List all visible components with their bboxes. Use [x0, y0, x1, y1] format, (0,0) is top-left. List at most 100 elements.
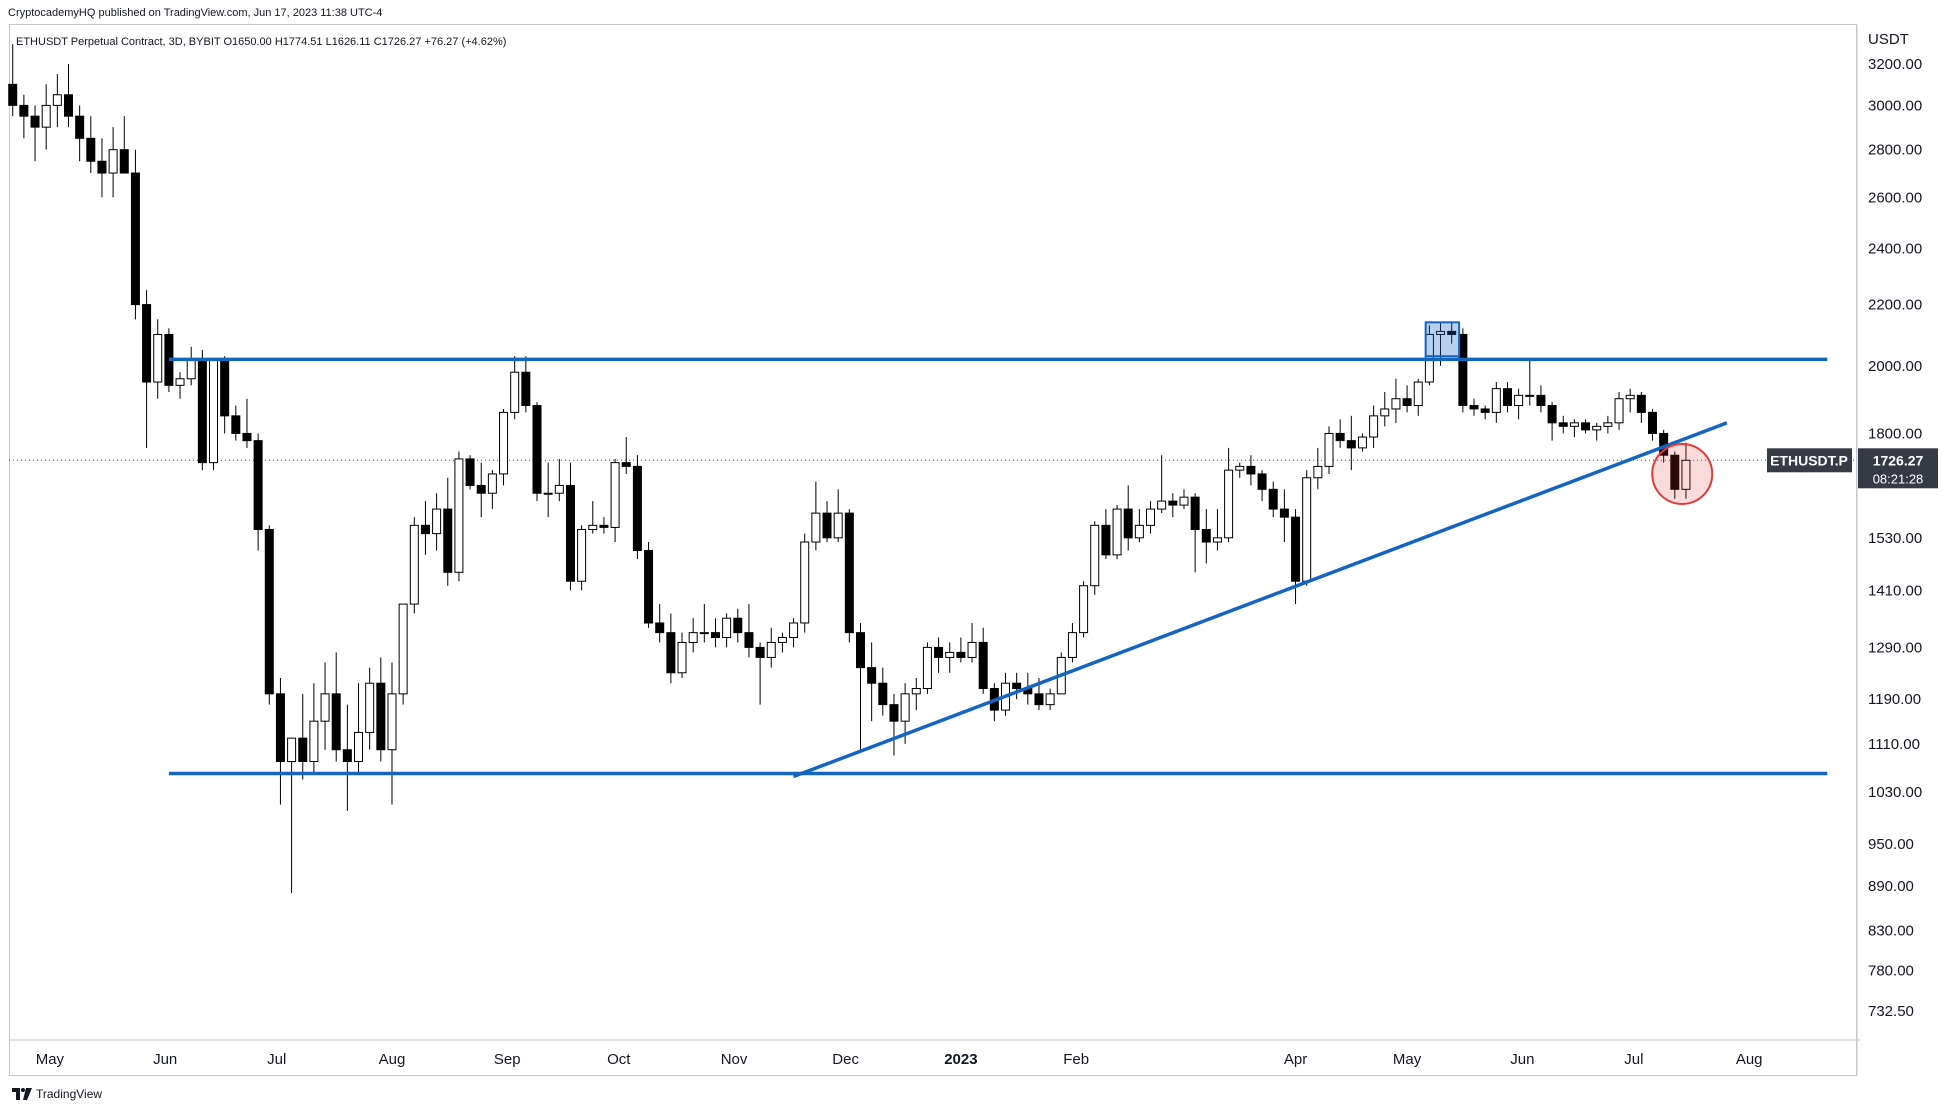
candle-up: [1134, 524, 1144, 539]
price-tick-label: 1410.00: [1868, 582, 1922, 599]
highlight-box[interactable]: [1424, 321, 1461, 358]
time-tick-label: Jun: [1510, 1051, 1534, 1068]
candle-down: [19, 104, 29, 117]
candle-down: [744, 632, 754, 648]
candle-down: [1034, 693, 1044, 706]
candle-down: [733, 617, 743, 634]
candle-down: [30, 115, 40, 128]
candle-up: [1112, 508, 1122, 556]
highlight-circle[interactable]: [1651, 442, 1714, 505]
candle-up: [677, 641, 687, 674]
candle-up: [777, 637, 787, 643]
candle-down: [86, 137, 96, 162]
candle-down: [1279, 508, 1289, 518]
candle-up: [1436, 330, 1446, 335]
candle-up: [1569, 422, 1579, 427]
candle-down: [443, 508, 453, 573]
candle-up: [1369, 415, 1379, 438]
price-tick-label: 1800.00: [1868, 425, 1922, 442]
candle-down: [264, 528, 274, 695]
candle-down: [655, 622, 665, 634]
candle-up: [1090, 524, 1100, 587]
candle-up: [800, 541, 810, 624]
price-tick-label: 2400.00: [1868, 241, 1922, 258]
candle-down: [97, 160, 107, 174]
candle-up: [922, 646, 932, 690]
candle-down: [1268, 488, 1278, 510]
candle-up: [1514, 394, 1524, 407]
candle-down: [465, 458, 475, 486]
candle-down: [1246, 465, 1256, 475]
candle-up: [510, 371, 520, 413]
candle-down: [1346, 440, 1356, 449]
candle-up: [1224, 469, 1234, 539]
candle-down: [420, 524, 430, 535]
price-tick-label: 1030.00: [1868, 784, 1922, 801]
candle-up: [1525, 394, 1535, 397]
candle-down: [632, 465, 642, 552]
bar-countdown: 08:21:28: [1873, 471, 1924, 486]
price-tick-label: 1190.00: [1868, 691, 1921, 708]
candle-down: [1558, 422, 1568, 427]
price-tick-label: 732.50: [1868, 1003, 1914, 1020]
candle-down: [1636, 394, 1646, 413]
candle-down: [978, 641, 988, 690]
candle-up: [1357, 436, 1367, 449]
candle-up: [1603, 422, 1613, 427]
candle-down: [1257, 473, 1267, 490]
candle-up: [577, 528, 587, 582]
candle-down: [855, 632, 865, 669]
candle-up: [108, 149, 118, 174]
candle-down: [1190, 496, 1200, 530]
time-tick-label: Apr: [1284, 1051, 1307, 1068]
candle-down: [844, 512, 854, 634]
symbol-price-label: ETHUSDT.P: [1770, 452, 1848, 468]
candle-up: [1614, 398, 1624, 424]
candle-up: [287, 737, 297, 763]
candle-down: [889, 704, 899, 722]
candle-up: [41, 104, 51, 128]
candle-up: [1625, 394, 1635, 400]
candle-up: [1179, 496, 1189, 506]
candle-down: [1012, 682, 1022, 690]
candle-down: [342, 749, 352, 763]
candle-down: [644, 550, 654, 624]
price-tick-label: 1530.00: [1868, 530, 1922, 547]
candle-up: [543, 492, 553, 495]
candle-up: [554, 484, 564, 494]
candle-down: [1581, 422, 1591, 431]
candle-up: [1157, 500, 1167, 510]
ascending-trendline[interactable]: [792, 421, 1728, 779]
candle-up: [900, 693, 910, 722]
candle-down: [253, 440, 263, 530]
candle-down: [119, 149, 129, 174]
time-tick-label: 2023: [944, 1051, 977, 1068]
price-tick-label: 950.00: [1868, 836, 1914, 853]
published-caption: CryptocademyHQ published on TradingView.…: [8, 7, 383, 19]
candle-up: [766, 641, 776, 658]
candle-up: [1045, 693, 1055, 706]
price-tick-label: 2200.00: [1868, 297, 1922, 314]
candle-down: [8, 83, 18, 106]
price-tick-label: 2000.00: [1868, 358, 1922, 375]
footer: TradingView: [12, 1087, 102, 1101]
candle-down: [298, 737, 308, 763]
candle-up: [1681, 459, 1691, 490]
candle-up: [911, 688, 921, 695]
candle-up: [1235, 465, 1245, 471]
price-tick-label: 3200.00: [1868, 56, 1922, 73]
candle-down: [532, 405, 542, 494]
price-tick-label: 890.00: [1868, 878, 1914, 895]
time-tick-label: Aug: [379, 1051, 406, 1068]
candle-up: [967, 641, 977, 658]
candle-up: [209, 358, 219, 464]
candle-down: [476, 484, 486, 494]
time-tick-label: Jun: [153, 1051, 177, 1068]
time-tick-label: May: [36, 1051, 65, 1068]
candle-up: [1324, 432, 1334, 467]
candle-up: [811, 512, 821, 543]
candle-down: [1291, 516, 1301, 582]
time-tick-label: Aug: [1736, 1051, 1763, 1068]
candle-up: [789, 622, 799, 639]
